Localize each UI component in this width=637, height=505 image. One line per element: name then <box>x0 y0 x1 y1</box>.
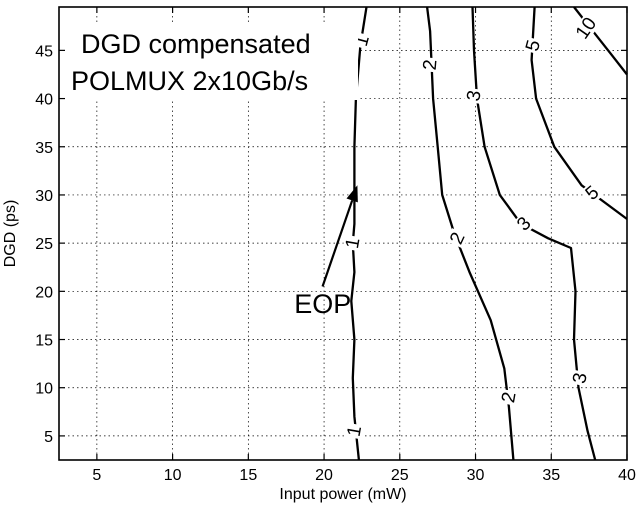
y-tick-label: 5 <box>44 429 53 446</box>
contour-label-2: 2 <box>446 228 470 249</box>
contour-label-5: 5 <box>522 36 545 55</box>
contour-label-3: 3 <box>569 369 592 387</box>
contour-label-3: 3 <box>463 87 486 105</box>
chart-title-line-1: DGD compensated <box>81 29 311 59</box>
contour-label-2: 2 <box>420 57 442 73</box>
contour-line-10 <box>573 6 628 76</box>
y-tick-label: 20 <box>35 284 53 301</box>
eop-annotation: EOP <box>294 185 358 319</box>
contour-label-background <box>569 369 591 387</box>
x-tick-labels: 5 10 15 20 25 30 35 40 <box>92 467 636 484</box>
eop-arrow-head <box>346 185 358 203</box>
contour-label-text: 3 <box>569 371 592 385</box>
contour-label-background <box>342 234 363 252</box>
contour-label-text: 1 <box>342 236 365 250</box>
contour-label-2: 2 <box>498 388 521 406</box>
x-tick-label: 30 <box>467 467 485 484</box>
y-tick-label: 25 <box>35 236 53 253</box>
contour-label-background <box>512 212 536 236</box>
y-tick-label: 10 <box>35 381 53 398</box>
contour-label-background <box>420 57 440 73</box>
x-tick-label: 5 <box>92 467 101 484</box>
contour-label-text: 2 <box>420 59 442 71</box>
contour-label-background <box>522 36 544 55</box>
chart-title-line-2: POLMUX 2x10Gb/s <box>71 66 308 96</box>
contour-label-background <box>581 181 604 205</box>
x-axis-label: Input power (mW) <box>279 486 406 503</box>
contour-label-1: 1 <box>342 234 365 252</box>
contour-label-background <box>463 87 485 105</box>
contour-label-text: 2 <box>498 390 521 404</box>
contour-label-1: 1 <box>344 422 367 440</box>
y-tick-label: 35 <box>35 140 53 157</box>
contour-label-text: 3 <box>463 89 486 103</box>
y-tick-label: 40 <box>35 92 53 109</box>
contour-label-text: 5 <box>522 38 545 54</box>
x-tick-label: 20 <box>315 467 333 484</box>
y-tick-label: 15 <box>35 333 53 350</box>
eop-arrow <box>321 200 354 287</box>
y-tick-labels: 5 10 15 20 25 30 35 40 45 <box>35 43 53 446</box>
x-tick-label: 25 <box>391 467 409 484</box>
x-tick-label: 40 <box>618 467 636 484</box>
x-tick-label: 35 <box>542 467 560 484</box>
contour-label-background <box>446 228 469 249</box>
contour-label-background <box>498 388 519 406</box>
contour-label-text: 1 <box>344 424 367 438</box>
contour-label-background <box>344 422 365 440</box>
y-tick-label: 45 <box>35 43 53 60</box>
x-tick-label: 15 <box>239 467 257 484</box>
title-background <box>66 22 358 100</box>
eop-label: EOP <box>294 289 351 319</box>
axis-ticks <box>59 7 628 460</box>
contour-label-background <box>572 13 601 43</box>
y-axis-label: DGD (ps) <box>2 200 19 268</box>
plot-frame <box>58 6 628 461</box>
x-tick-label: 10 <box>164 467 182 484</box>
y-tick-label: 30 <box>35 188 53 205</box>
